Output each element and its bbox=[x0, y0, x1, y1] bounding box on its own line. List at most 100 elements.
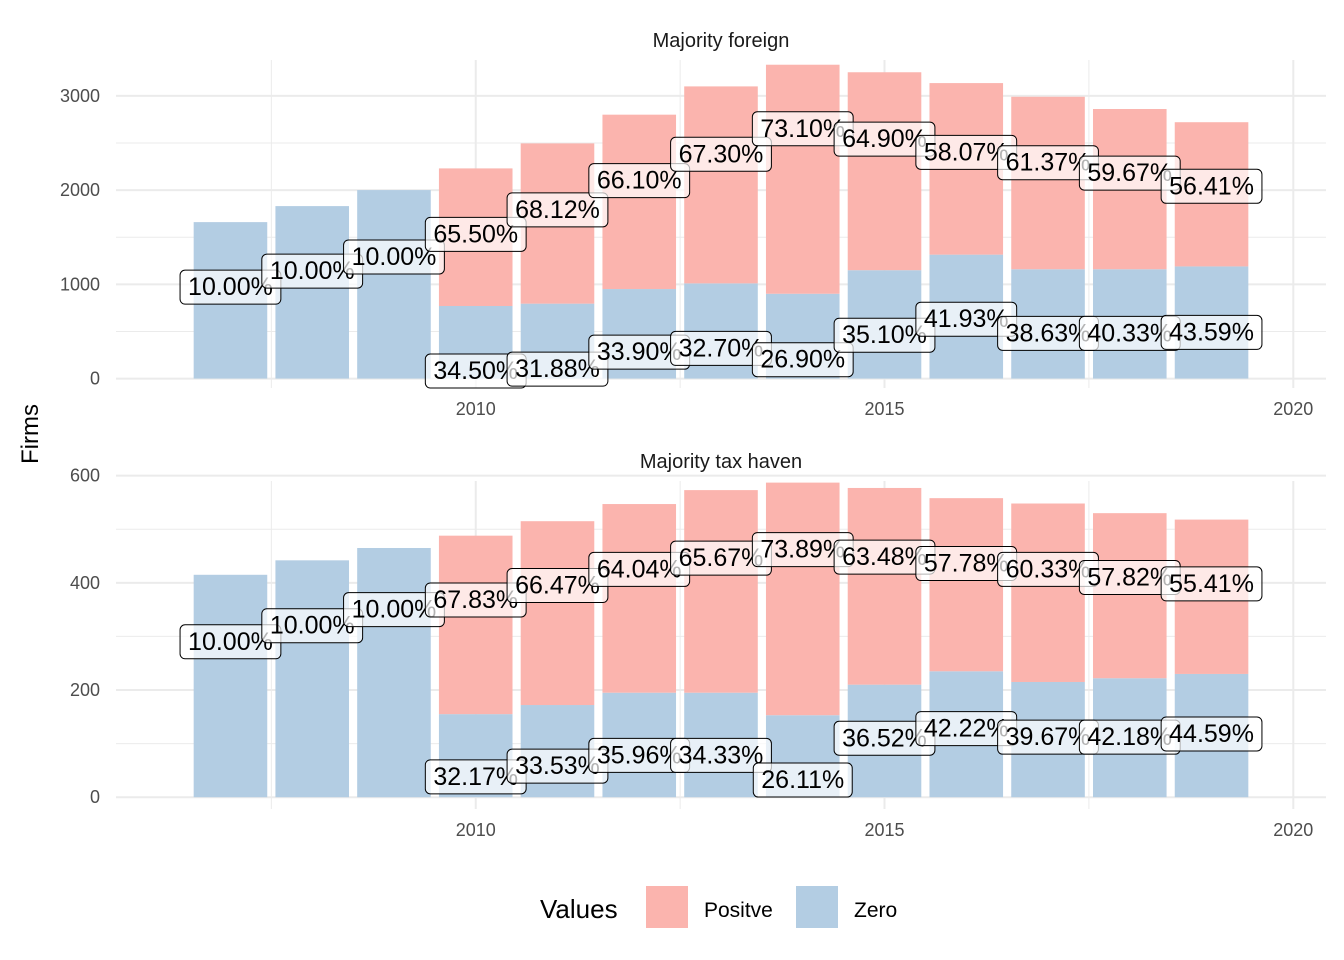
data-label-zero-2015: 36.52% bbox=[833, 720, 936, 756]
bar-positve-2013 bbox=[684, 86, 758, 284]
y-tick-label: 2000 bbox=[60, 180, 100, 200]
data-label-positve-2010-box bbox=[424, 216, 527, 252]
x-tick-label: 2010 bbox=[456, 820, 496, 840]
bar-positve-2016 bbox=[929, 498, 1004, 672]
data-label-positve-2009-text: 10.00% bbox=[352, 596, 437, 624]
data-label-zero-2011-text: 31.88% bbox=[515, 355, 600, 383]
data-label-positve-2019-box bbox=[1160, 566, 1263, 602]
data-label-zero-2011: 31.88% bbox=[506, 351, 609, 387]
data-label-zero-2014: 26.90% bbox=[751, 342, 854, 378]
legend-key-zero bbox=[796, 886, 838, 928]
bar-positve-2015 bbox=[847, 487, 922, 685]
data-label-zero-2017: 38.63% bbox=[997, 315, 1099, 351]
data-label-zero-2016: 41.93% bbox=[915, 301, 1018, 337]
y-tick-label: 400 bbox=[70, 573, 100, 593]
data-label-positve-2008-text: 10.00% bbox=[270, 612, 355, 640]
data-label-positve-2009-box bbox=[343, 239, 445, 275]
data-label-positve-2014-text: 73.89% bbox=[760, 536, 845, 564]
data-label-positve-2014: 73.10% bbox=[751, 111, 854, 147]
x-tick-label: 2020 bbox=[1273, 399, 1313, 419]
bar-zero-2009 bbox=[357, 190, 431, 379]
bar-positve-2010 bbox=[438, 535, 513, 715]
data-label-zero-2019-text: 43.59% bbox=[1169, 318, 1254, 346]
data-label-zero-2017-text: 39.67% bbox=[1006, 723, 1091, 751]
data-label-positve-2011-text: 68.12% bbox=[515, 196, 600, 224]
data-label-zero-2014-box bbox=[751, 342, 854, 378]
data-label-positve-2008: 10.00% bbox=[261, 608, 364, 644]
data-label-zero-2012: 33.90% bbox=[588, 334, 691, 370]
data-label-zero-2014-text: 26.90% bbox=[760, 346, 845, 374]
y-tick-label: 1000 bbox=[60, 274, 100, 294]
data-label-zero-2016-text: 41.93% bbox=[924, 305, 1009, 333]
data-label-positve-2009: 10.00% bbox=[343, 592, 445, 628]
y-tick-label: 200 bbox=[70, 680, 100, 700]
panel-majority-tax-haven: Majority tax haven 0 200 400 600 2010 2015 2020… bbox=[70, 451, 1326, 840]
data-label-positve-2011-box bbox=[506, 192, 609, 228]
data-label-zero-2013: 32.70% bbox=[670, 330, 772, 366]
data-label-positve-2008-text: 10.00% bbox=[270, 257, 355, 285]
x-tick-label: 2015 bbox=[864, 399, 904, 419]
data-label-positve-2010: 65.50% bbox=[424, 216, 527, 252]
bar-positve-2014 bbox=[765, 482, 840, 716]
data-label-positve-2019: 55.41% bbox=[1160, 566, 1263, 602]
data-label-positve-2012: 66.10% bbox=[588, 163, 691, 199]
data-label-zero-2015: 35.10% bbox=[833, 317, 936, 353]
data-label-positve-2011: 68.12% bbox=[506, 192, 609, 228]
bar-positve-2014 bbox=[765, 64, 840, 294]
data-label-zero-2010-text: 32.17% bbox=[433, 763, 518, 791]
data-label-positve-2010-text: 67.83% bbox=[433, 586, 518, 614]
data-label-zero-2012-text: 35.96% bbox=[597, 741, 682, 769]
data-label-zero-2016: 42.22% bbox=[915, 711, 1018, 747]
data-label-zero-2011: 33.53% bbox=[506, 748, 609, 784]
panel-title: Majority tax haven bbox=[640, 451, 802, 473]
data-label-positve-2019-box bbox=[1160, 168, 1263, 204]
data-label-positve-2008: 10.00% bbox=[261, 253, 364, 289]
data-label-positve-2017-text: 60.33% bbox=[1006, 555, 1091, 583]
data-label-positve-2010-text: 65.50% bbox=[433, 220, 518, 248]
bar-positve-2015 bbox=[847, 72, 922, 271]
data-label-positve-2007-text: 10.00% bbox=[188, 273, 273, 301]
bar-zero-2009 bbox=[357, 547, 431, 798]
data-label-positve-2018: 59.67% bbox=[1078, 155, 1181, 191]
legend-label-positve: Positve bbox=[704, 899, 773, 922]
data-label-zero-2015-text: 35.10% bbox=[842, 321, 927, 349]
bar-positve-2012 bbox=[602, 504, 677, 693]
data-label-zero-2014-box bbox=[752, 762, 853, 798]
data-label-positve-2016-text: 57.78% bbox=[924, 550, 1009, 578]
data-label-positve-2017: 60.33% bbox=[997, 551, 1099, 587]
data-label-zero-2018-text: 40.33% bbox=[1087, 319, 1172, 347]
data-label-zero-2019: 43.59% bbox=[1160, 314, 1263, 350]
data-label-positve-2018-text: 57.82% bbox=[1087, 563, 1172, 591]
data-label-positve-2019-text: 55.41% bbox=[1169, 570, 1254, 598]
data-label-positve-2019: 56.41% bbox=[1160, 168, 1263, 204]
data-label-zero-2018: 40.33% bbox=[1078, 315, 1181, 351]
data-label-positve-2015-text: 64.90% bbox=[842, 125, 927, 153]
data-label-positve-2007: 10.00% bbox=[179, 624, 282, 660]
panel-majority-foreign: Majority foreign 0 1000 2000 3000 2010 2015 202… bbox=[60, 30, 1326, 419]
panel-title: Majority foreign bbox=[653, 30, 790, 52]
legend-key-positve bbox=[646, 886, 688, 928]
data-label-positve-2011-text: 66.47% bbox=[515, 572, 600, 600]
data-label-zero-2013-box bbox=[670, 737, 772, 773]
data-label-positve-2016: 57.78% bbox=[915, 546, 1018, 582]
data-label-zero-2018-text: 42.18% bbox=[1087, 723, 1172, 751]
data-label-positve-2012-text: 64.04% bbox=[597, 555, 682, 583]
data-label-zero-2011-text: 33.53% bbox=[515, 752, 600, 780]
data-label-positve-2012: 64.04% bbox=[588, 551, 691, 587]
data-label-zero-2017: 39.67% bbox=[997, 719, 1099, 755]
x-tick-label: 2020 bbox=[1273, 820, 1313, 840]
data-label-positve-2013: 65.67% bbox=[670, 540, 772, 576]
legend: Values Positve Zero bbox=[540, 886, 897, 928]
data-label-positve-2013-text: 67.30% bbox=[679, 140, 764, 168]
data-label-positve-2012-box bbox=[588, 163, 691, 199]
data-label-positve-2013: 67.30% bbox=[670, 136, 772, 172]
data-label-positve-2013-box bbox=[670, 136, 772, 172]
data-label-zero-2019-box bbox=[1160, 716, 1263, 752]
data-label-positve-2015: 63.48% bbox=[833, 539, 936, 575]
data-label-zero-2015-text: 36.52% bbox=[842, 724, 927, 752]
data-label-positve-2013-text: 65.67% bbox=[679, 544, 764, 572]
data-label-zero-2012-text: 33.90% bbox=[597, 338, 682, 366]
bar-positve-2017 bbox=[1011, 503, 1085, 682]
data-label-positve-2015-text: 63.48% bbox=[842, 543, 927, 571]
